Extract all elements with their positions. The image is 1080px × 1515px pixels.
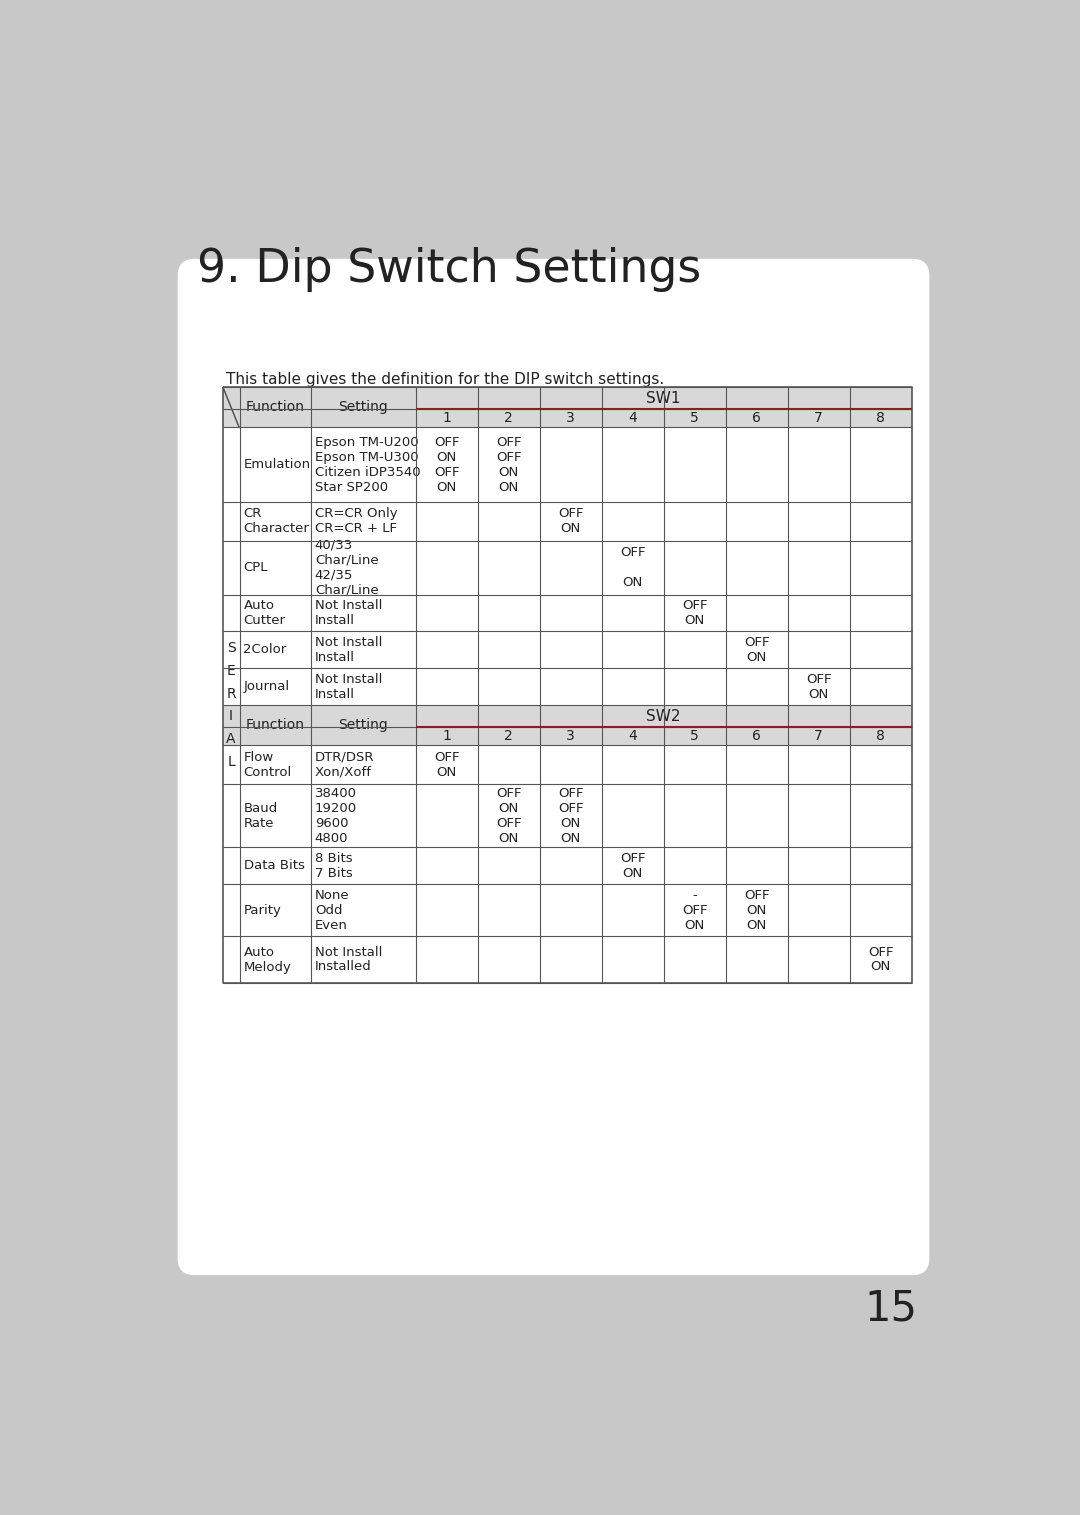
Text: 8 Bits
7 Bits: 8 Bits 7 Bits <box>314 851 352 880</box>
Text: Emulation: Emulation <box>243 458 311 471</box>
Text: DTR/DSR
Xon/Xoff: DTR/DSR Xon/Xoff <box>314 751 375 779</box>
Text: S
E
R
I
A
L: S E R I A L <box>227 641 235 770</box>
Text: OFF
ON
OFF
ON: OFF ON OFF ON <box>496 786 522 844</box>
Text: OFF
OFF
ON
ON: OFF OFF ON ON <box>496 436 522 494</box>
Text: Setting: Setting <box>338 718 388 732</box>
Text: 4: 4 <box>629 729 637 744</box>
Text: 38400
19200
9600
4800: 38400 19200 9600 4800 <box>314 786 356 844</box>
FancyBboxPatch shape <box>177 259 930 1276</box>
Text: 8: 8 <box>876 729 885 744</box>
Text: 1: 1 <box>442 729 451 744</box>
Text: Not Install
Install: Not Install Install <box>314 598 382 627</box>
Text: -
OFF
ON: - OFF ON <box>681 889 707 932</box>
Text: Not Install
Install: Not Install Install <box>314 636 382 664</box>
Text: Journal: Journal <box>243 680 289 694</box>
Bar <box>222 388 912 409</box>
Text: Data Bits: Data Bits <box>243 859 305 873</box>
Text: Function: Function <box>246 400 305 415</box>
Text: OFF
ON: OFF ON <box>806 673 832 701</box>
Text: 6: 6 <box>752 411 761 426</box>
Text: OFF
ON: OFF ON <box>557 508 583 535</box>
Text: This table gives the definition for the DIP switch settings.: This table gives the definition for the … <box>227 373 664 386</box>
Text: OFF
ON: OFF ON <box>620 851 646 880</box>
Text: 6: 6 <box>752 729 761 744</box>
Text: Auto
Melody: Auto Melody <box>243 945 292 974</box>
Text: 3: 3 <box>566 729 575 744</box>
Text: 3: 3 <box>566 411 575 426</box>
Bar <box>222 706 912 727</box>
Text: 2Color: 2Color <box>243 644 287 656</box>
Text: SW1: SW1 <box>646 391 680 406</box>
Text: 8: 8 <box>876 411 885 426</box>
Text: Not Install
Install: Not Install Install <box>314 673 382 701</box>
Text: OFF
ON
OFF
ON: OFF ON OFF ON <box>434 436 459 494</box>
Text: 5: 5 <box>690 411 699 426</box>
Text: OFF

ON: OFF ON <box>620 545 646 589</box>
Text: Baud
Rate: Baud Rate <box>243 801 278 830</box>
Bar <box>222 409 912 427</box>
Bar <box>222 388 240 427</box>
Text: 5: 5 <box>690 729 699 744</box>
Text: 40/33
Char/Line
42/35
Char/Line: 40/33 Char/Line 42/35 Char/Line <box>314 538 378 597</box>
Text: Not Install
Installed: Not Install Installed <box>314 945 382 974</box>
Text: OFF
ON: OFF ON <box>434 751 459 779</box>
Text: 2: 2 <box>504 411 513 426</box>
Text: OFF
ON: OFF ON <box>681 598 707 627</box>
Text: 7: 7 <box>814 729 823 744</box>
Text: 15: 15 <box>865 1288 918 1329</box>
Text: OFF
OFF
ON
ON: OFF OFF ON ON <box>557 786 583 844</box>
Text: 1: 1 <box>442 411 451 426</box>
Text: None
Odd
Even: None Odd Even <box>314 889 350 932</box>
Text: OFF
ON: OFF ON <box>744 636 769 664</box>
Text: CR=CR Only
CR=CR + LF: CR=CR Only CR=CR + LF <box>314 508 397 535</box>
Bar <box>222 727 912 745</box>
Text: SW2: SW2 <box>646 709 680 724</box>
Text: Auto
Cutter: Auto Cutter <box>243 598 285 627</box>
Text: 4: 4 <box>629 411 637 426</box>
Text: 2: 2 <box>504 729 513 744</box>
Text: Flow
Control: Flow Control <box>243 751 292 779</box>
Text: Parity: Parity <box>243 904 282 917</box>
Text: CPL: CPL <box>243 561 268 574</box>
Text: OFF
ON: OFF ON <box>868 945 893 974</box>
Text: 7: 7 <box>814 411 823 426</box>
Text: CR
Character: CR Character <box>243 508 309 535</box>
Text: Epson TM-U200
Epson TM-U300
Citizen iDP3540
Star SP200: Epson TM-U200 Epson TM-U300 Citizen iDP3… <box>314 436 420 494</box>
Text: Setting: Setting <box>338 400 388 415</box>
Text: OFF
ON
ON: OFF ON ON <box>744 889 769 932</box>
Text: 9. Dip Switch Settings: 9. Dip Switch Settings <box>197 247 701 292</box>
Text: Function: Function <box>246 718 305 732</box>
